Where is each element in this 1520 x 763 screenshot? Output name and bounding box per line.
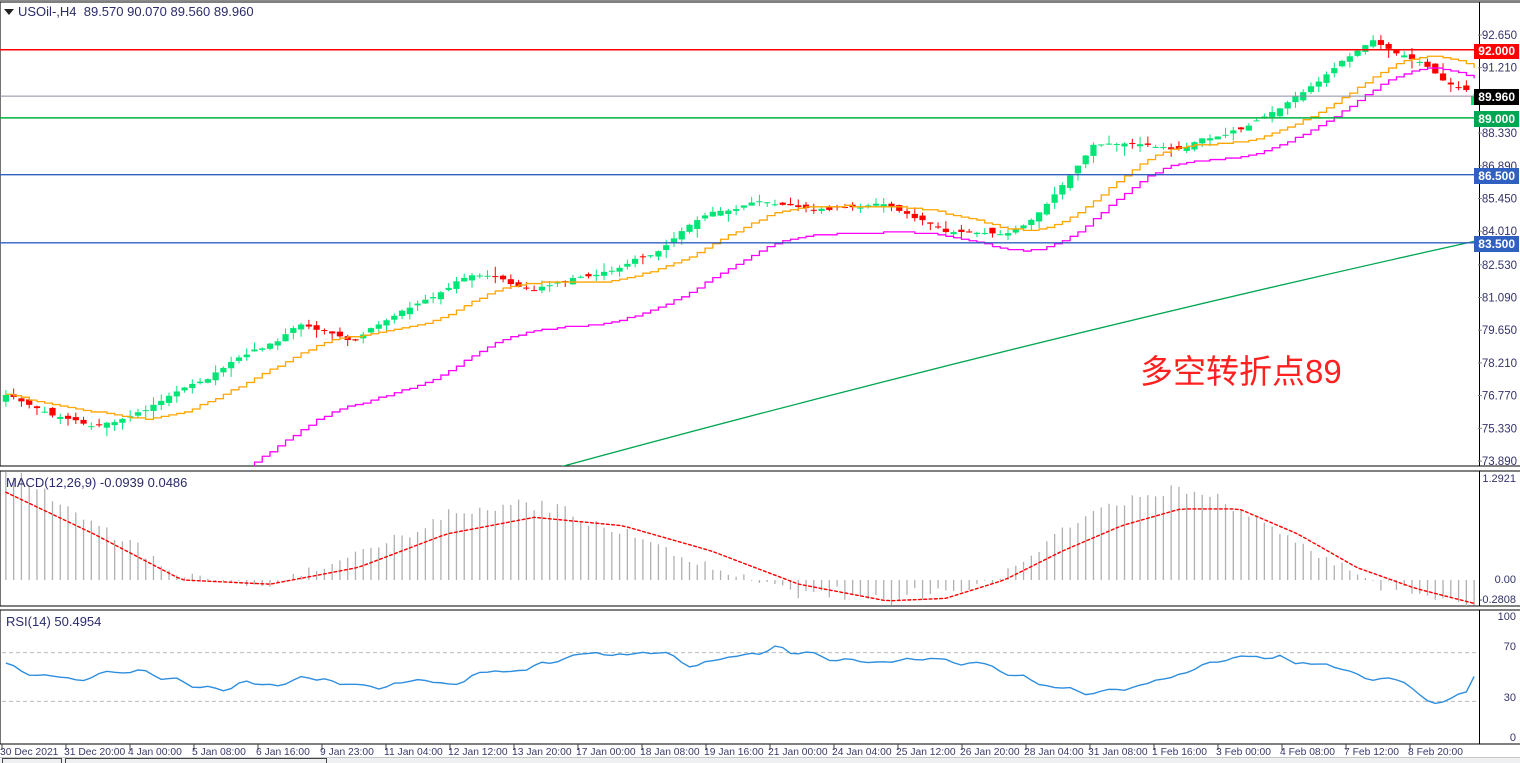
svg-text:81.090: 81.090 [1482, 293, 1517, 305]
svg-text:79.650: 79.650 [1482, 325, 1517, 337]
svg-text:多空转折点89: 多空转折点89 [1140, 353, 1342, 390]
svg-text:78.210: 78.210 [1482, 358, 1517, 370]
svg-text:92.650: 92.650 [1482, 30, 1517, 42]
svg-text:85.450: 85.450 [1482, 194, 1517, 206]
svg-text:88.330: 88.330 [1482, 128, 1517, 140]
svg-text:76.770: 76.770 [1482, 391, 1517, 403]
svg-text:82.530: 82.530 [1482, 260, 1517, 272]
svg-text:91.210: 91.210 [1482, 63, 1517, 75]
svg-text:75.330: 75.330 [1482, 423, 1517, 435]
